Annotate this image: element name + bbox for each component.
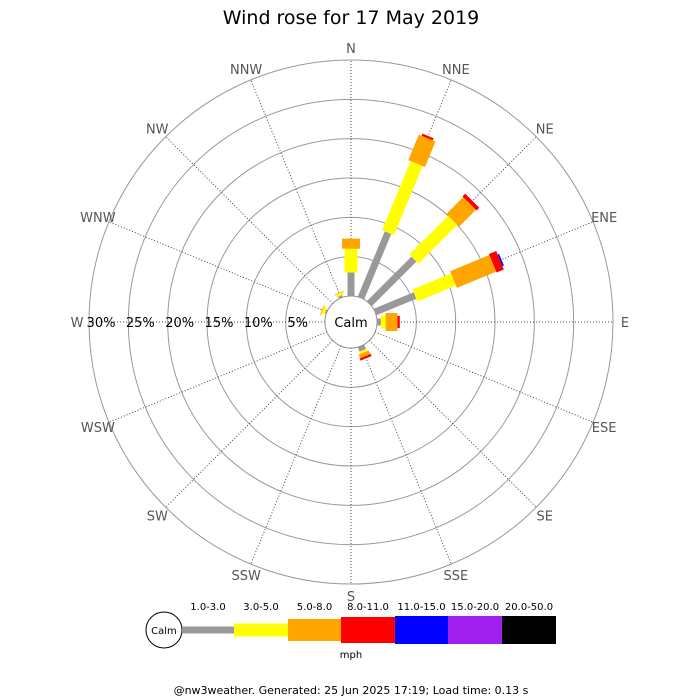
wind-bars — [319, 133, 504, 361]
legend-swatch-5.0-8.0 — [288, 619, 341, 641]
bar-segment-sse-5.0-8.0 — [358, 350, 371, 359]
radial-tick-labels: 30% 25% 20% 15% 10% 5% — [87, 316, 308, 331]
bar-wnw — [319, 304, 328, 316]
radial-tick-label: 15% — [205, 316, 234, 331]
legend-bin-label: 1.0-3.0 — [190, 602, 225, 613]
bar-segment-nnw-3.0-5.0 — [335, 292, 344, 298]
bar-nne — [357, 133, 436, 300]
bar-segment-wnw-3.0-5.0 — [321, 306, 328, 316]
bar-segment-ene-11.0-15.0 — [497, 253, 504, 267]
spoke-wsw — [108, 331, 328, 423]
bar-segment-ne-3.0-5.0 — [409, 215, 458, 264]
bar-segment-ne-5.0-8.0 — [446, 197, 476, 227]
radial-tick-label: 30% — [87, 316, 116, 331]
bar-ene — [373, 251, 504, 316]
legend-calm-label: Calm — [151, 626, 177, 637]
legend-swatch-3.0-5.0 — [234, 623, 288, 637]
grid-circle — [88, 59, 614, 585]
direction-label-nne: NNE — [442, 63, 470, 78]
chart-title: Wind rose for 17 May 2019 — [223, 7, 480, 29]
direction-label-w: W — [71, 316, 84, 331]
bar-segment-ene-8.0-11.0 — [488, 251, 504, 273]
legend-bin-label: 15.0-20.0 — [451, 602, 499, 613]
direction-labels: N NNE NE ENE E ESE SE SSE S SSW SW WSW W WNW NW NNW — [71, 42, 630, 605]
direction-label-ene: ENE — [591, 211, 617, 226]
footer-text: @nw3weather. Generated: 25 Jun 2025 17:1… — [174, 684, 529, 697]
legend-bin-label: 3.0-5.0 — [243, 602, 278, 613]
radial-tick-label: 25% — [126, 316, 155, 331]
bar-segment-nne-3.0-5.0 — [382, 161, 423, 236]
legend-swatch-8.0-11.0 — [341, 617, 395, 643]
spoke-ssw — [250, 345, 342, 565]
legend-bin-label: 11.0-15.0 — [397, 602, 445, 613]
direction-label-se: SE — [537, 510, 553, 525]
legend-bin-label: 8.0-11.0 — [347, 602, 389, 613]
direction-label-ne: NE — [536, 122, 554, 137]
calm-center: Calm — [324, 295, 378, 349]
speed-legend: Calm 1.0-3.0 3.0-5.0 5.0-8.0 8.0-11.0 11.0-15… — [145, 602, 556, 649]
direction-label-n: N — [346, 42, 356, 57]
legend-unit: mph — [340, 650, 362, 661]
bar-segment-ene-1.0-3.0 — [373, 292, 417, 316]
spoke-se — [369, 340, 537, 508]
bar-segment-sse-3.0-5.0 — [359, 348, 368, 355]
calm-label: Calm — [334, 316, 367, 331]
bar-ne — [366, 193, 480, 307]
direction-label-ssw: SSW — [231, 569, 261, 584]
bar-segment-nne-5.0-8.0 — [408, 134, 436, 167]
spoke-sw — [165, 340, 333, 508]
direction-label-e: E — [621, 316, 629, 331]
spoke-nnw — [250, 79, 342, 299]
radial-tick-label: 5% — [287, 316, 308, 331]
radial-tick-label: 20% — [165, 316, 194, 331]
spoke-nw — [165, 136, 333, 304]
bar-segment-ne-1.0-3.0 — [366, 256, 417, 307]
bar-nnw — [333, 290, 345, 299]
direction-label-wnw: WNW — [80, 211, 116, 226]
grid-circle — [167, 138, 535, 506]
direction-label-nw: NW — [146, 122, 169, 137]
bar-segment-nne-8.0-11.0 — [421, 133, 434, 141]
direction-label-nnw: NNW — [230, 63, 262, 78]
legend-swatch-15.0-20.0 — [448, 616, 502, 644]
bar-segment-sse-8.0-11.0 — [359, 353, 372, 361]
direction-label-s: S — [347, 590, 355, 605]
grid-circle — [127, 98, 575, 546]
legend-swatch-20.0-50.0 — [502, 616, 556, 644]
legend-bin-label: 5.0-8.0 — [297, 602, 332, 613]
bar-segment-ene-3.0-5.0 — [412, 273, 457, 302]
legend-swatch-11.0-15.0 — [395, 616, 448, 644]
bar-segment-ene-5.0-8.0 — [450, 254, 497, 288]
spoke-wnw — [108, 221, 328, 313]
direction-label-sse: SSE — [443, 569, 468, 584]
spoke-sse — [360, 345, 452, 565]
bar-segment-sse-1.0-3.0 — [357, 344, 366, 352]
bar-segment-nne-1.0-3.0 — [357, 231, 392, 300]
radial-tick-label: 10% — [244, 316, 273, 331]
spoke-ese — [374, 331, 594, 423]
direction-label-wsw: WSW — [81, 421, 115, 436]
bar-segment-ne-8.0-11.0 — [462, 193, 480, 211]
legend-swatch-1.0-3.0 — [182, 626, 234, 634]
direction-label-ese: ESE — [592, 421, 617, 436]
calm-circle — [324, 295, 378, 349]
bar-sse — [357, 344, 372, 361]
legend-bin-label: 20.0-50.0 — [505, 602, 553, 613]
direction-label-sw: SW — [147, 510, 168, 525]
